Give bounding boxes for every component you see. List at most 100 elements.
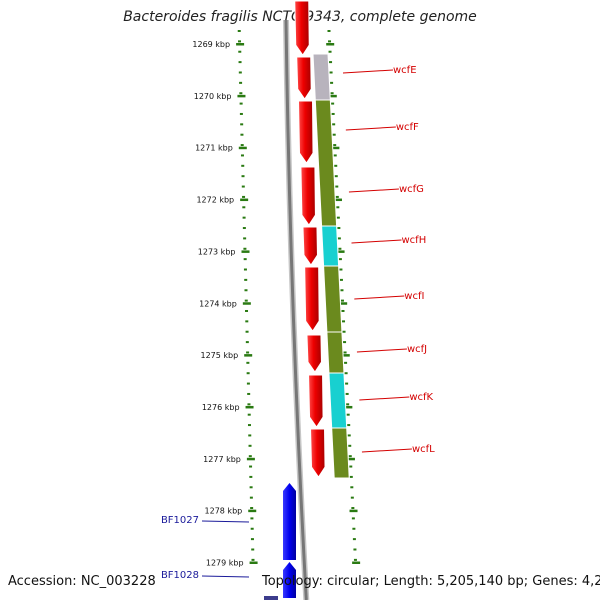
- forward-gene-arrow[interactable]: [302, 226, 318, 266]
- reverse-gene-fragment: [264, 596, 278, 600]
- reverse-gene-arrow[interactable]: [283, 562, 296, 598]
- forward-gene-arrow[interactable]: [300, 166, 316, 226]
- scale-dot: [245, 341, 249, 344]
- gene-label[interactable]: wcfJ: [407, 344, 427, 355]
- scale-dot: [243, 237, 247, 240]
- label-leaders: [201, 69, 412, 578]
- scale-dot: [342, 330, 346, 333]
- category-block-cyan: [321, 225, 340, 267]
- kbp-tick: [241, 250, 250, 253]
- scale-dot: [238, 61, 242, 64]
- gene-label[interactable]: BF1028: [161, 570, 199, 581]
- scale-dot: [351, 517, 355, 520]
- scale-dot: [344, 361, 348, 364]
- scale-dot: [329, 61, 333, 64]
- topology-text: Topology: circular; Length: 5,205,140 bp…: [262, 574, 600, 589]
- kbp-label: 1278 kbp: [205, 507, 243, 516]
- scale-dot: [241, 164, 245, 167]
- kbp-label: 1270 kbp: [194, 92, 232, 101]
- label-leader: [359, 396, 410, 401]
- label-leader: [351, 239, 402, 244]
- scale-dot: [346, 403, 350, 406]
- scale-dot: [338, 258, 342, 261]
- kbp-label: 1276 kbp: [202, 403, 240, 412]
- kbp-tick: [242, 302, 251, 305]
- label-leader: [354, 295, 405, 300]
- label-leader: [201, 575, 250, 578]
- scale-dot: [242, 216, 246, 219]
- category-block-olive: [323, 265, 343, 333]
- kbp-tick: [328, 94, 337, 98]
- gene-track: [264, 0, 326, 600]
- scale-dot: [348, 444, 352, 447]
- scale-dot: [334, 175, 338, 178]
- kbp-tick: [248, 509, 257, 513]
- scale-dot: [346, 413, 350, 416]
- scale-dot: [332, 123, 336, 126]
- scale-dot: [247, 413, 251, 416]
- scale-dot: [338, 247, 342, 250]
- kbp-label: 1272 kbp: [196, 196, 234, 205]
- scale-dot: [241, 175, 245, 178]
- reverse-gene-arrow[interactable]: [283, 483, 296, 560]
- forward-gene-arrow[interactable]: [306, 334, 322, 373]
- scale-dot: [250, 517, 254, 520]
- gene-label[interactable]: wcfL: [412, 444, 435, 455]
- scale-dot: [347, 424, 351, 427]
- scale-dot: [353, 558, 357, 561]
- forward-gene-arrow[interactable]: [310, 428, 326, 478]
- forward-gene-arrow[interactable]: [308, 374, 324, 428]
- label-leader: [201, 520, 250, 523]
- scale-dot: [240, 154, 244, 157]
- scale-dot: [330, 92, 334, 95]
- gene-label[interactable]: wcfH: [402, 235, 427, 246]
- scale-dot: [245, 330, 249, 333]
- gene-label[interactable]: wcfF: [396, 122, 419, 133]
- scale-dot: [249, 496, 253, 499]
- scale-dot: [350, 496, 354, 499]
- scale-dot: [341, 309, 345, 312]
- kbp-tick: [333, 198, 342, 202]
- accession-text: Accession: NC_003228: [8, 574, 156, 589]
- forward-gene-arrow[interactable]: [304, 266, 320, 332]
- scale-dot: [238, 40, 242, 43]
- scale-dot: [334, 164, 338, 167]
- backbone-line: [284, 19, 308, 600]
- forward-gene-arrow[interactable]: [296, 56, 312, 100]
- scale-dot: [345, 382, 349, 385]
- scale-dot: [336, 206, 340, 209]
- category-block-olive: [314, 99, 338, 227]
- gene-label[interactable]: BF1027: [161, 515, 199, 526]
- scale-dot: [245, 320, 249, 323]
- kbp-tick: [349, 509, 358, 513]
- scale-dot: [333, 144, 337, 147]
- scale-dot: [337, 227, 341, 230]
- gene-label[interactable]: wcfI: [404, 291, 424, 302]
- gene-label[interactable]: wcfG: [399, 184, 424, 195]
- scale-dot: [246, 361, 250, 364]
- tick-marks: [236, 30, 361, 564]
- scale-dot: [348, 455, 352, 458]
- forward-gene-arrow[interactable]: [297, 100, 314, 164]
- genome-backbone: [283, 19, 310, 600]
- kbp-tick: [249, 561, 258, 564]
- category-block-cyan: [328, 372, 348, 429]
- scale-dot: [247, 403, 251, 406]
- scale-dot: [349, 475, 353, 478]
- gene-label[interactable]: wcfK: [409, 392, 433, 403]
- scale-dot: [345, 392, 349, 395]
- kbp-tick: [331, 146, 340, 150]
- kbp-tick: [326, 43, 335, 46]
- scale-dot: [339, 268, 343, 271]
- scale-dot: [243, 247, 247, 250]
- scale-dot: [249, 486, 253, 489]
- gene-label[interactable]: wcfE: [393, 65, 417, 76]
- category-block-gray: [312, 53, 331, 101]
- kbp-tick: [346, 457, 355, 461]
- scale-dot: [251, 558, 255, 561]
- scale-dot: [240, 123, 244, 126]
- scale-dot: [340, 299, 344, 302]
- forward-gene-arrow[interactable]: [294, 0, 310, 56]
- scale-dot: [248, 444, 252, 447]
